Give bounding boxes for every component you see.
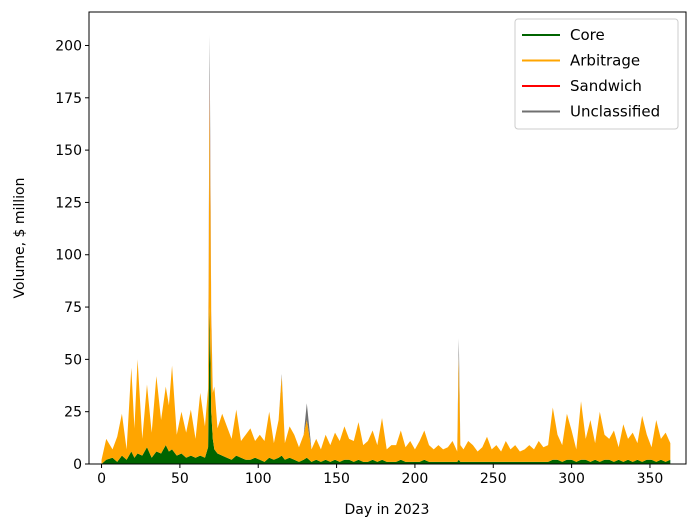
x-tick-label: 100 — [245, 471, 272, 487]
y-tick-label: 25 — [64, 405, 82, 421]
y-axis: 0 25 50 75 100 125 150 175 200 — [55, 38, 89, 473]
legend-label-unclassified: Unclassified — [570, 103, 660, 121]
x-tick-label: 200 — [402, 471, 429, 487]
y-tick-label: 200 — [55, 38, 82, 54]
x-tick-label: 350 — [637, 471, 664, 487]
plot-frame — [88, 11, 687, 465]
x-axis: 0 50 100 150 200 250 300 350 — [97, 464, 663, 487]
area-layers — [101, 35, 671, 464]
x-tick-label: 150 — [323, 471, 350, 487]
legend-label-arbitrage: Arbitrage — [570, 52, 640, 70]
x-tick-label: 300 — [558, 471, 585, 487]
y-tick-label: 0 — [73, 457, 82, 473]
legend-label-sandwich: Sandwich — [570, 77, 642, 95]
y-tick-label: 100 — [55, 248, 82, 264]
legend-label-core: Core — [570, 26, 605, 44]
y-tick-label: 125 — [55, 195, 82, 211]
x-tick-label: 0 — [97, 471, 106, 487]
x-tick-label: 250 — [480, 471, 507, 487]
y-tick-label: 50 — [64, 352, 82, 368]
series-area-arbitrage — [101, 87, 671, 464]
y-tick-label: 75 — [64, 300, 82, 316]
series-area-sandwich — [101, 76, 671, 460]
y-tick-label: 150 — [55, 143, 82, 159]
y-tick-label: 175 — [55, 91, 82, 107]
legend: Core Arbitrage Sandwich Unclassified — [514, 18, 679, 130]
x-axis-label: Day in 2023 — [345, 502, 430, 518]
x-tick-label: 50 — [171, 471, 189, 487]
legend-box — [514, 18, 679, 130]
y-axis-label: Volume, $ million — [12, 178, 28, 299]
